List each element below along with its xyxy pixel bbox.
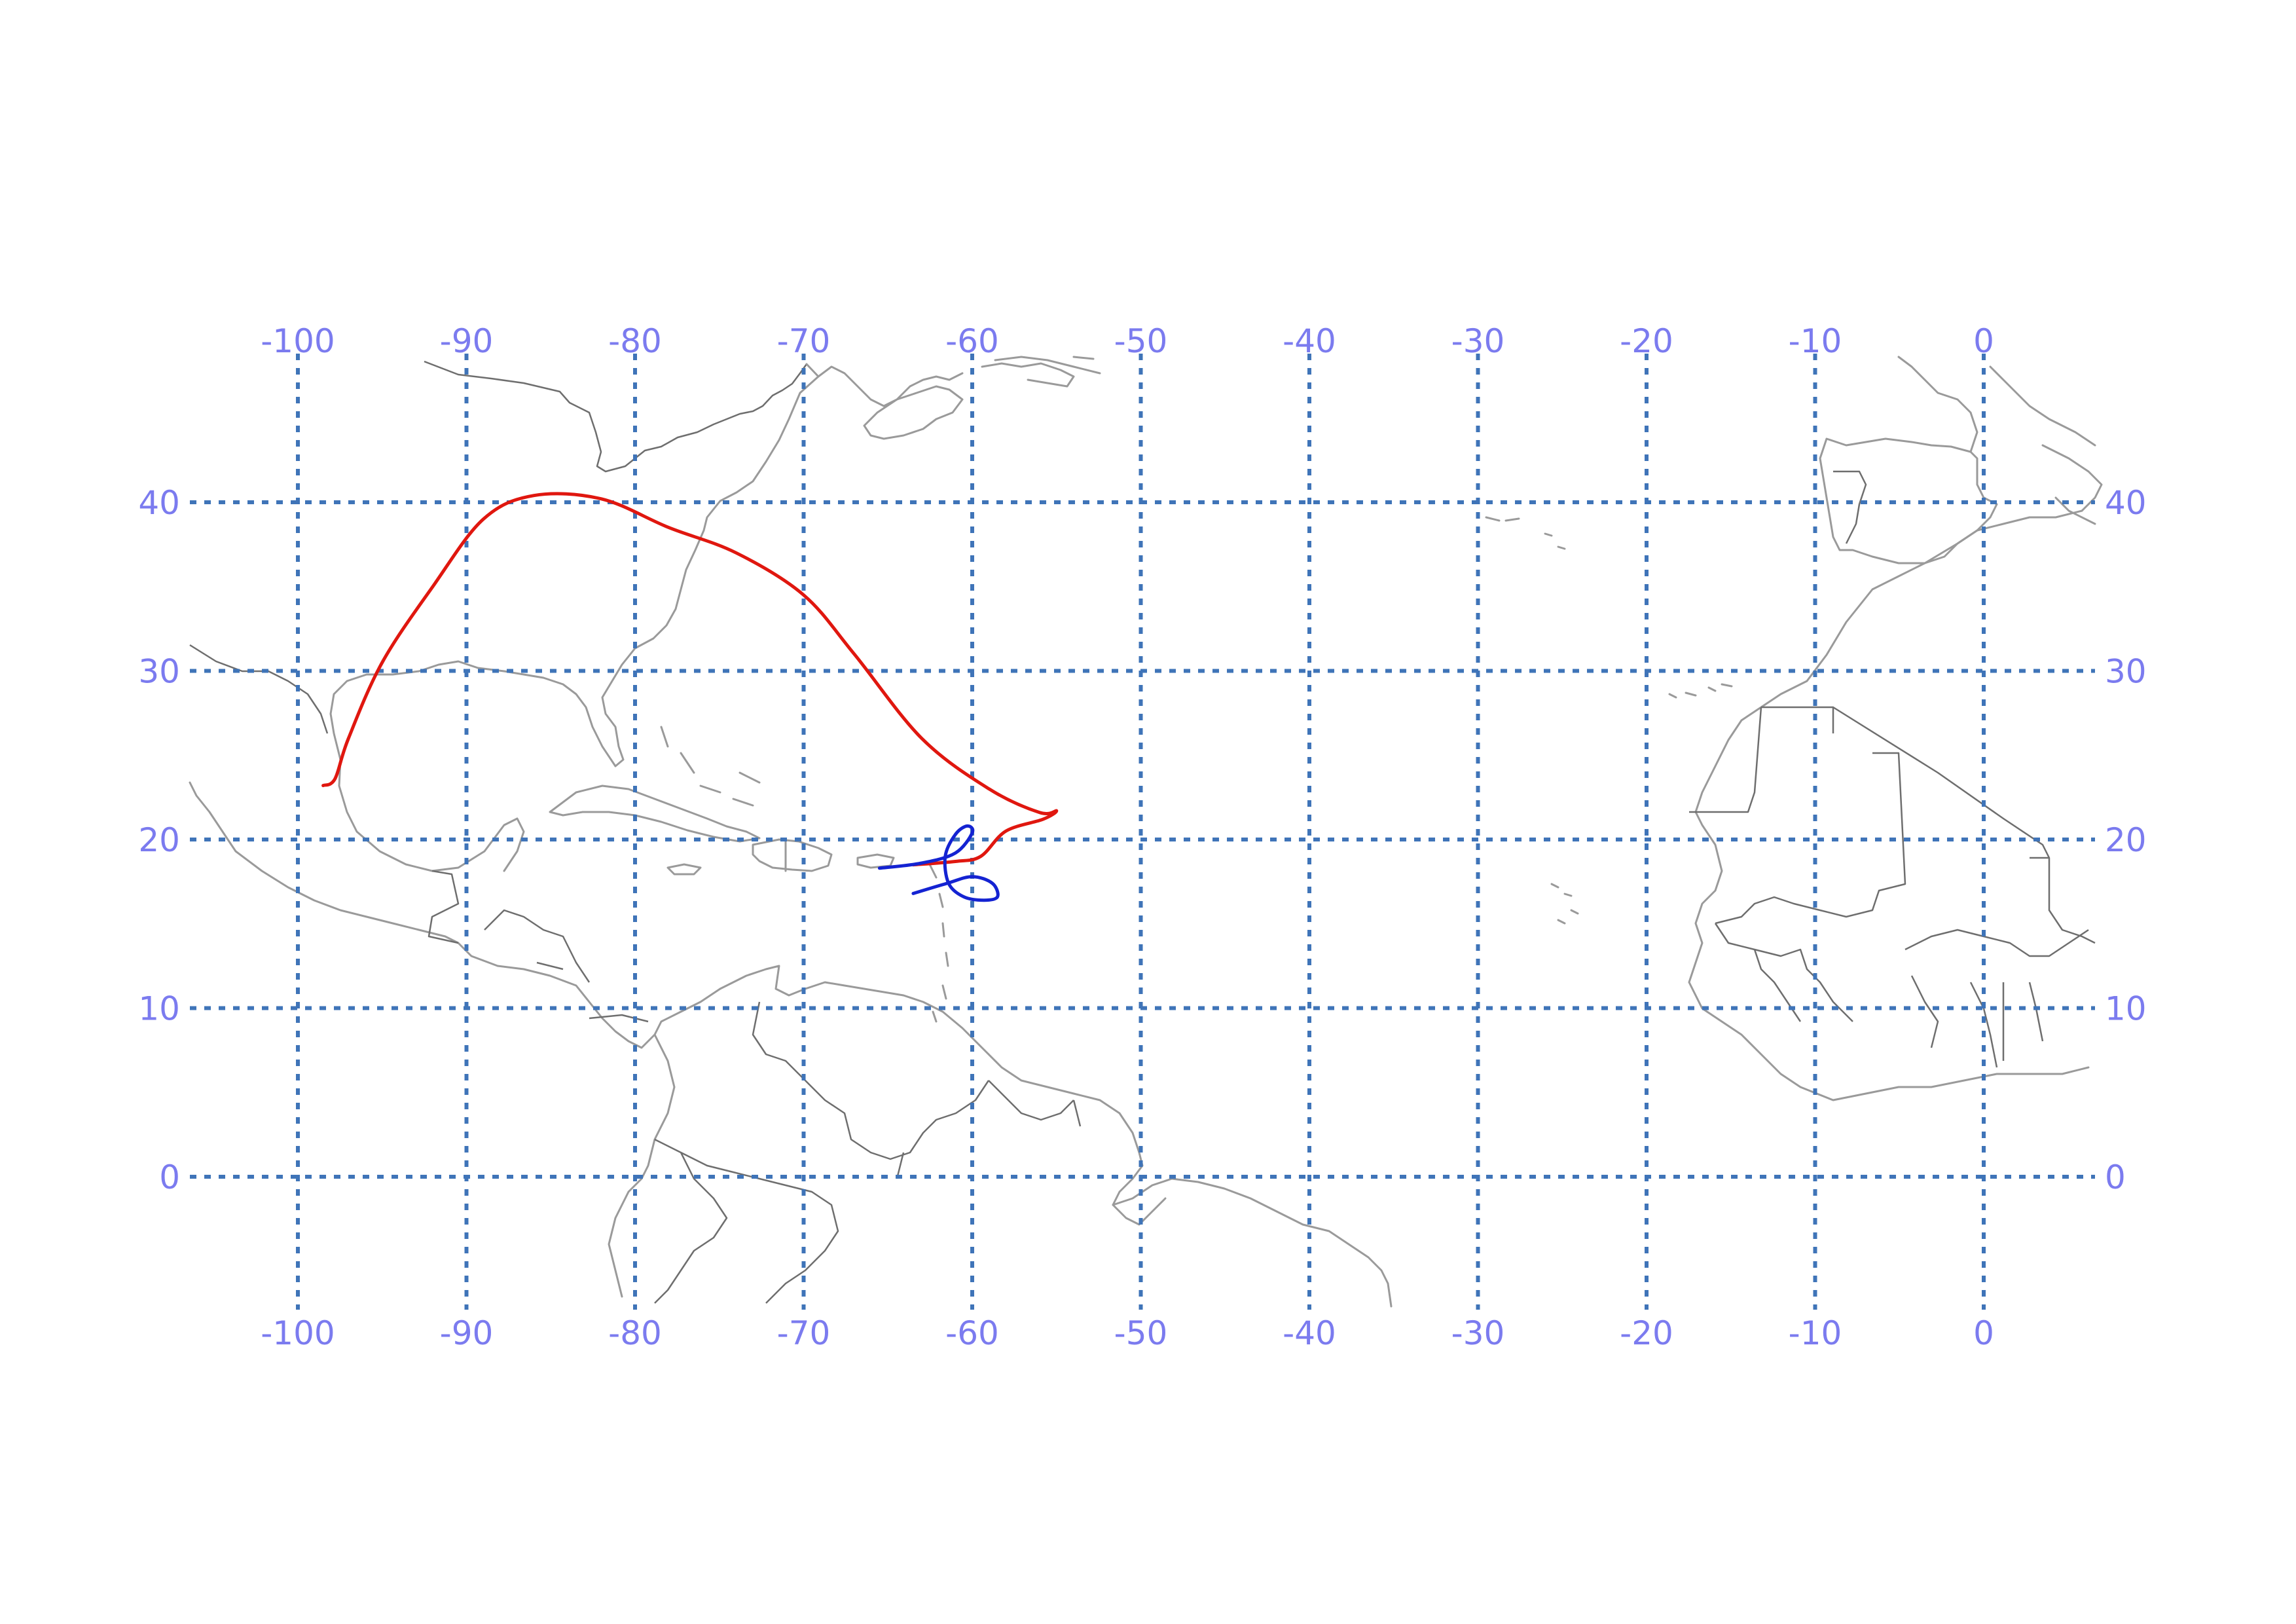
lat-label-left: 30 — [138, 653, 180, 691]
lon-label-bottom: -10 — [1789, 1314, 1842, 1352]
tick-labels: -100-100-90-90-80-80-70-70-60-60-50-50-4… — [138, 322, 2146, 1352]
coastline-hispaniola — [752, 838, 833, 872]
lon-label-top: -70 — [777, 322, 831, 360]
coastline-texas — [189, 644, 329, 734]
coastline-western-europe — [1897, 356, 2103, 525]
lon-label-bottom: -30 — [1451, 1314, 1505, 1352]
graticule — [190, 354, 2095, 1310]
coastline-lesser-antilles — [928, 863, 949, 1023]
coastline-cuba — [549, 784, 761, 843]
lat-label-right: 40 — [2105, 484, 2147, 522]
lon-label-bottom: 0 — [1973, 1314, 1994, 1352]
lat-label-right: 0 — [2105, 1158, 2126, 1196]
coastline-bahamas — [660, 726, 761, 807]
coastline-south-america — [719, 965, 1393, 1308]
lat-label-left: 40 — [138, 484, 180, 522]
lon-label-top: 0 — [1973, 322, 1994, 360]
lon-label-top: -30 — [1451, 322, 1505, 360]
lon-label-bottom: -20 — [1620, 1314, 1673, 1352]
lon-label-bottom: -60 — [945, 1314, 999, 1352]
lon-label-top: -100 — [261, 322, 335, 360]
border-south-america — [654, 1001, 1082, 1304]
border-west-africa — [1689, 706, 2096, 1068]
lon-label-top: -40 — [1283, 322, 1336, 360]
coastline-northwest-africa — [1688, 529, 2090, 1101]
lon-label-bottom: -100 — [261, 1314, 335, 1352]
lon-label-top: -60 — [945, 322, 999, 360]
coastline-jamaica — [666, 863, 702, 876]
lon-label-top: -10 — [1789, 322, 1842, 360]
lon-label-bottom: -50 — [1114, 1314, 1168, 1352]
lon-label-top: -90 — [440, 322, 494, 360]
lat-label-left: 0 — [159, 1158, 180, 1196]
coastline-us-east — [329, 363, 820, 872]
lat-label-right: 10 — [2105, 990, 2147, 1028]
coastline-gulf-st-lawrence — [817, 356, 1101, 407]
lon-label-bottom: -80 — [608, 1314, 662, 1352]
coastline-cape-verde — [1550, 883, 1579, 925]
track-line-1 — [321, 492, 1059, 867]
track-line-2 — [877, 824, 1000, 902]
lon-label-top: -80 — [608, 322, 662, 360]
border-portugal — [1833, 470, 1867, 544]
lat-label-left: 10 — [138, 990, 180, 1028]
basemap — [189, 356, 2103, 1308]
lon-label-bottom: -40 — [1283, 1314, 1336, 1352]
lon-label-top: -20 — [1620, 322, 1673, 360]
coastline-north-america — [424, 360, 808, 473]
coastline-newfoundland — [863, 362, 1075, 440]
lon-label-bottom: -70 — [777, 1314, 831, 1352]
lat-label-right: 20 — [2105, 821, 2147, 859]
track-lines — [321, 492, 1059, 902]
coastline-mexico — [189, 781, 721, 1049]
coastline-canary-islands — [1668, 683, 1733, 699]
coastline-azores — [1485, 516, 1566, 550]
border-central-america — [428, 870, 649, 1023]
lon-label-top: -50 — [1114, 322, 1168, 360]
coastline-colombia-west — [608, 1033, 676, 1298]
lat-label-left: 20 — [138, 821, 180, 859]
lon-label-bottom: -90 — [440, 1314, 494, 1352]
coastline-mediterranean-africa — [1976, 509, 2083, 532]
lat-label-right: 30 — [2105, 653, 2147, 691]
